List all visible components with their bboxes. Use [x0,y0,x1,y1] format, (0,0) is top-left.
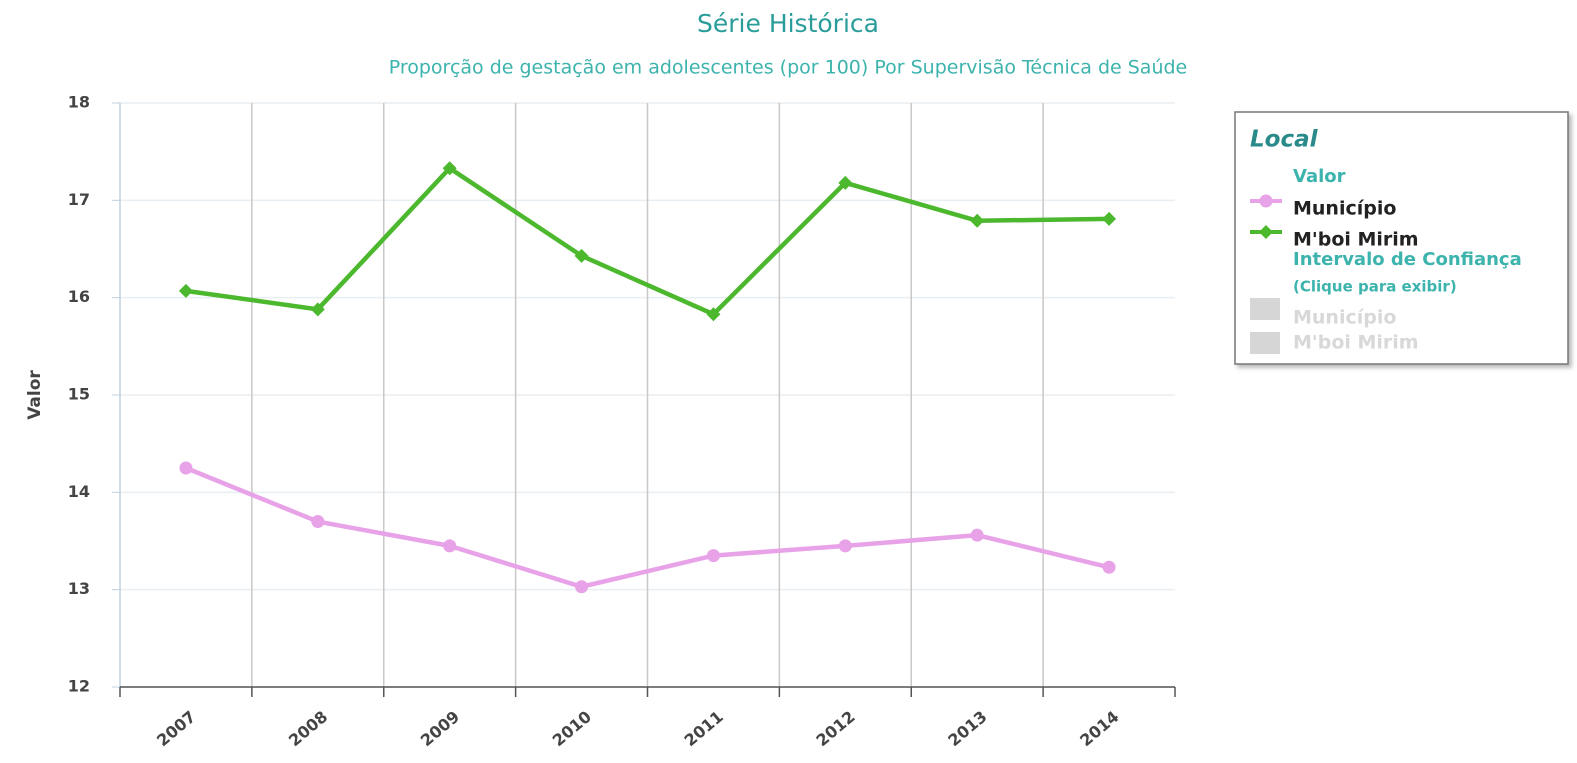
point [1102,560,1116,574]
point [706,307,721,322]
point [970,213,985,228]
point [443,539,457,553]
point [311,515,325,529]
y-axis-label: Valor [25,370,45,420]
legend-label[interactable]: Município [1293,198,1396,220]
legend-marker [1259,225,1273,239]
x-tick-label: 2009 [417,707,463,750]
chart-title: Série Histórica [697,9,879,38]
x-tick-label: 2014 [1076,707,1122,750]
point [310,302,325,317]
point [575,580,589,594]
x-tick-label: 2008 [285,707,331,750]
legend-header: Valor [1293,166,1346,187]
y-tick-label: 18 [68,93,90,112]
y-tick-label: 12 [68,677,90,696]
legend-ci-item[interactable]: Município [1293,307,1396,329]
point [179,461,193,475]
point [970,528,984,542]
legend-title: Local [1250,127,1319,153]
legend-header: Intervalo de Confiança [1293,249,1522,270]
legend-marker [1259,194,1273,208]
line [185,165,1110,317]
x-tick-label: 2013 [944,707,990,750]
legend-ci-swatch[interactable] [1250,332,1280,354]
y-tick-label: 16 [68,287,90,306]
y-tick-label: 15 [68,385,90,404]
x-tick-label: 2012 [812,707,858,750]
point [442,161,457,176]
legend-label[interactable]: M'boi Mirim [1293,229,1419,251]
point [1102,211,1117,226]
y-tick-label: 13 [68,579,90,598]
x-tick-label: 2010 [549,707,595,750]
x-tick-label: 2007 [153,707,199,750]
chart-subtitle: Proporção de gestação em adolescentes (p… [389,57,1188,79]
legend-hint: (Clique para exibir) [1293,278,1457,296]
point [706,549,720,563]
legend-box [1234,111,1569,365]
point [838,539,852,553]
x-tick-label: 2011 [681,707,727,750]
point [838,175,853,190]
line [185,465,1110,590]
y-tick-label: 17 [68,190,90,209]
legend-ci-item[interactable]: M'boi Mirim [1293,332,1419,354]
legend-ci-swatch[interactable] [1250,298,1280,320]
y-tick-label: 14 [68,482,90,501]
point [178,283,193,298]
point [574,248,589,263]
